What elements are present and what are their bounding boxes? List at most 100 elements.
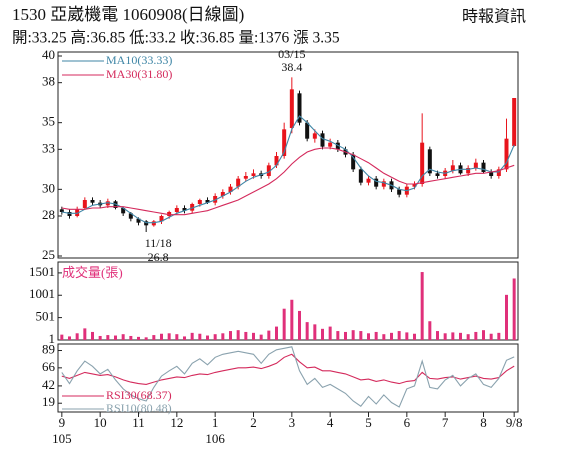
candle-body [335, 142, 340, 150]
year-label: 106 [205, 431, 225, 446]
candle-body [159, 216, 164, 222]
candle-body [374, 178, 379, 187]
panel-label: 成交量(張) [62, 265, 123, 280]
volume-bar [167, 333, 171, 340]
volume-bar [190, 332, 194, 340]
volume-bar [451, 332, 455, 340]
y-tick-label: 1501 [29, 264, 55, 279]
volume-bar [328, 326, 332, 340]
y-tick-label: 42 [42, 377, 55, 392]
candle-body [504, 138, 509, 170]
volume-bar [267, 330, 271, 340]
candle-body [397, 189, 402, 195]
candle-body [151, 221, 156, 226]
volume-bar [405, 332, 409, 340]
volume-bar [436, 331, 439, 340]
candle-body [274, 156, 279, 166]
candle-body [228, 186, 233, 192]
candle-body [167, 212, 172, 216]
x-tick-label: 3 [289, 415, 296, 430]
y-tick-label: 38 [42, 74, 55, 89]
volume-bar [106, 335, 110, 340]
volume-bar [359, 331, 363, 340]
volume-bar [474, 331, 478, 340]
candle-body [243, 176, 248, 179]
x-tick-label: 4 [327, 415, 334, 430]
candle-body [328, 142, 333, 147]
candle-body [381, 181, 386, 187]
x-tick-label: 7 [442, 415, 449, 430]
candle-body [481, 162, 486, 172]
y-tick-label: 501 [36, 309, 56, 324]
volume-bar [336, 331, 340, 340]
chart-title: 1530 亞崴機電 1060908(日線圖) [12, 5, 244, 24]
y-tick-label: 33 [42, 140, 55, 155]
candle-body [213, 196, 218, 203]
candle-body [420, 142, 425, 184]
legend-label: MA30(31.80) [106, 67, 172, 81]
volume-bar [489, 333, 493, 340]
candle-body [305, 122, 310, 139]
candle-body [289, 89, 294, 128]
volume-bar [98, 335, 102, 340]
volume-bar [344, 331, 347, 340]
volume-bar [221, 333, 225, 340]
annotation-date: 03/15 [278, 47, 305, 61]
candle-body [113, 201, 118, 208]
volume-bar [114, 335, 117, 340]
volume-bar [68, 336, 71, 340]
volume-bar [175, 334, 179, 340]
candle-body [412, 184, 417, 187]
candle-body [266, 165, 271, 176]
candle-body [358, 169, 363, 183]
candle-body [182, 208, 187, 211]
candle-body [427, 149, 432, 174]
candle-body [174, 208, 179, 212]
volume-bar [259, 334, 263, 340]
volume-bar [497, 332, 501, 340]
x-tick-label: 9/8 [506, 415, 523, 430]
volume-bar [229, 331, 232, 340]
candle-body [366, 178, 371, 183]
y-tick-label: 30 [42, 180, 55, 195]
candle-body [190, 204, 195, 211]
candle-body [320, 133, 325, 147]
y-tick-label: 28 [42, 207, 55, 222]
volume-bar [367, 333, 370, 340]
volume-bar [290, 299, 294, 340]
candle-body [297, 93, 302, 123]
volume-bar [91, 331, 94, 340]
volume-bar [298, 310, 301, 340]
volume-bar [121, 334, 125, 340]
volume-bar [428, 321, 432, 340]
candle-body [220, 192, 225, 196]
annotation-date: 11/18 [145, 236, 172, 250]
x-tick-label: 11 [132, 415, 145, 430]
legend-label: RSI10(80.48) [106, 401, 172, 415]
volume-bar [75, 333, 79, 340]
candle-body [236, 178, 241, 187]
y-tick-label: 89 [42, 342, 55, 357]
candle-body [473, 162, 478, 168]
candle-body [450, 165, 455, 171]
volume-bar [413, 333, 416, 340]
volume-bar [129, 335, 133, 340]
y-tick-label: 1 [49, 331, 56, 346]
volume-bar [83, 328, 87, 340]
volume-bar [443, 333, 447, 340]
rsi-panel [57, 343, 519, 413]
x-tick-label: 8 [480, 415, 487, 430]
volume-bar [397, 331, 401, 340]
candle-body [312, 133, 317, 139]
volume-bar [236, 330, 240, 340]
volume-bar [305, 322, 309, 340]
volume-bar [198, 333, 202, 340]
candle-body [351, 154, 356, 170]
volume-bar [321, 328, 324, 340]
candle-body [435, 173, 440, 176]
candle-body [282, 129, 287, 156]
x-tick-label: 5 [365, 415, 372, 430]
volume-bar [482, 330, 485, 340]
volume-bar [420, 272, 424, 340]
